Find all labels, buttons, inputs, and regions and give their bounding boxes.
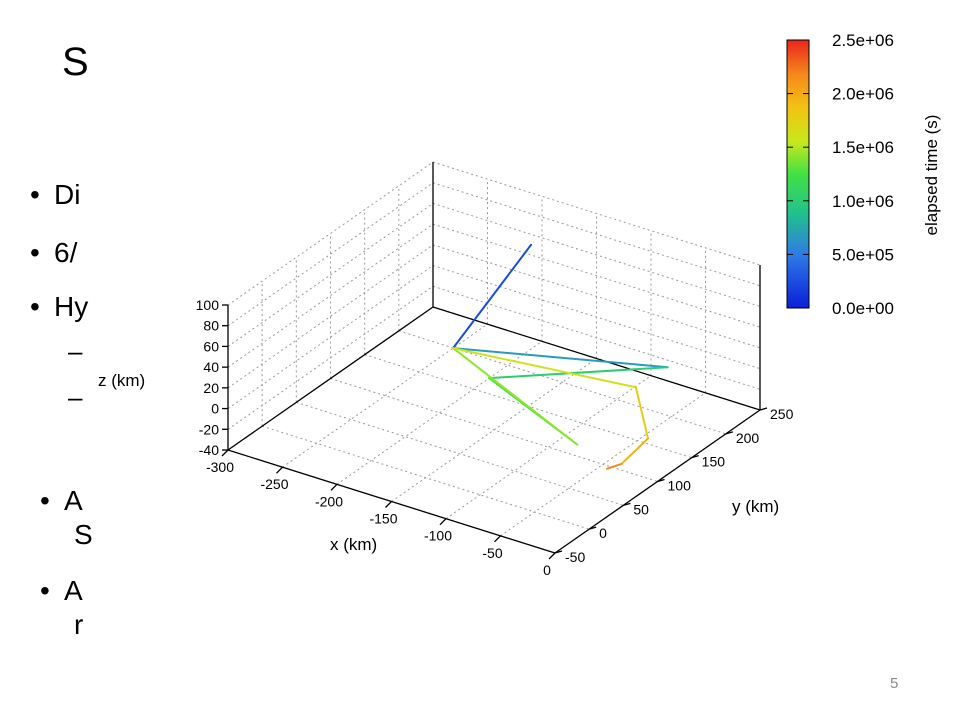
z-tick-label: 80 [203, 318, 219, 334]
bullet-dot-icon: • [30, 179, 40, 210]
y-tick-label: 200 [736, 430, 760, 446]
y-tick-label: -50 [565, 549, 585, 565]
back-wall-grid-line [227, 161, 434, 306]
bullet-text: Di [54, 179, 81, 210]
y-tick-mark [691, 455, 699, 459]
floor-grid-line [445, 375, 652, 520]
x-tick-mark [548, 552, 556, 560]
sub-bullet-dash: – [68, 336, 83, 366]
slide-number: 5 [890, 675, 899, 692]
slide-title: S [62, 40, 89, 84]
sub-bullet-dash: – [68, 382, 83, 412]
side-wall-grid-line [432, 161, 761, 266]
bullet-dot-icon: • [40, 485, 50, 516]
floor-edge-line [227, 306, 434, 451]
side-wall-grid-line [432, 244, 761, 349]
x-tick-label: -300 [206, 459, 234, 475]
back-wall-grid-line [227, 182, 434, 327]
floor-edge-line [432, 306, 761, 411]
x-axis-label: x (km) [330, 535, 377, 554]
back-wall-grid-line [227, 244, 434, 389]
y-tick-mark [623, 502, 631, 506]
colorbar-tick-label: 1.0e+06 [832, 192, 894, 211]
trajectory-segment [606, 462, 623, 470]
y-tick-label: 50 [633, 501, 649, 517]
plot-area: -300-250-200-150-100-500-500501001502002… [196, 161, 794, 578]
z-axis-label: z (km) [98, 371, 145, 390]
bullet-dot-icon: • [30, 237, 40, 268]
trajectory-segment [452, 347, 579, 446]
bullet-item: • Hy [30, 290, 88, 324]
x-tick-label: 0 [543, 562, 551, 578]
y-tick-label: 0 [599, 525, 607, 541]
x-tick-mark [494, 535, 501, 543]
floor-grid-line [330, 378, 658, 482]
back-wall-grid-line [227, 223, 434, 368]
y-axis-label: y (km) [732, 497, 779, 516]
bullet-text: 6/ [54, 237, 78, 268]
trajectory-segment [452, 347, 669, 369]
colorbar-label: elapsed time (s) [922, 115, 941, 236]
bullet-item: • 6/ [30, 236, 77, 270]
floor-grid-line [336, 340, 543, 485]
trajectory-segment [488, 366, 669, 380]
side-wall-grid-line [432, 202, 761, 307]
bullet-dot-icon: • [30, 291, 40, 322]
trajectory-segment [452, 243, 533, 350]
floor-grid-line [262, 425, 590, 530]
bullet-item: • A r [40, 574, 83, 642]
x-tick-mark [439, 518, 447, 526]
trajectory-segment [634, 386, 650, 440]
colorbar-tick-label: 1.5e+06 [832, 138, 894, 157]
bullet-text: A [64, 485, 83, 516]
bullet-item: • Di [30, 178, 80, 212]
x-tick-label: -100 [424, 528, 452, 544]
z-tick-label: -20 [199, 421, 219, 437]
y-tick-mark [657, 478, 665, 483]
z-tick-label: 0 [211, 401, 219, 417]
x-tick-label: -50 [482, 545, 502, 561]
x-tick-mark [385, 501, 392, 508]
y-tick-label: 250 [770, 406, 794, 422]
bullet-text: A [64, 575, 83, 606]
y-tick-label: 150 [702, 454, 726, 470]
colorbar-tick-label: 0.0e+00 [832, 299, 894, 318]
x-tick-label: -250 [260, 476, 288, 492]
z-tick-label: 40 [203, 359, 219, 375]
bullet-item: • A S [40, 484, 93, 552]
x-tick-label: -200 [315, 493, 343, 509]
z-tick-label: -40 [199, 442, 219, 458]
bullet-text-line2: r [74, 609, 84, 640]
colorbar: elapsed time (s) 0.0e+00 5.0e+05 1.0e+06 1.… [786, 31, 941, 318]
y-tick-label: 100 [668, 478, 692, 494]
back-wall-grid-line [227, 203, 434, 347]
x-tick-mark [221, 449, 229, 457]
y-tick-mark [554, 550, 563, 554]
z-tick-label: 20 [203, 380, 219, 396]
y-tick-mark [759, 407, 768, 411]
colorbar-tick-label: 5.0e+05 [832, 245, 894, 264]
floor-grid-line [296, 401, 624, 506]
colorbar-tick-label: 2.5e+06 [832, 31, 894, 50]
floor-grid-line [398, 330, 726, 435]
bullet-text: Hy [54, 291, 89, 322]
x-tick-mark [276, 466, 283, 474]
bullet-dot-icon: • [40, 575, 50, 606]
side-wall-grid-line [432, 223, 761, 328]
side-wall-grid-line [432, 182, 761, 287]
colorbar-tick-label: 2.0e+06 [832, 85, 894, 104]
y-tick-mark [588, 526, 597, 530]
z-tick-label: 60 [203, 338, 219, 354]
z-tick-label: 100 [196, 297, 220, 313]
bullet-text-line2: S [74, 519, 93, 550]
x-tick-label: -150 [369, 511, 397, 527]
y-tick-mark [725, 431, 734, 435]
x-tick-mark [330, 483, 338, 491]
floor-grid-line [282, 323, 488, 468]
trajectory-segment [452, 347, 637, 389]
trajectory-segment [620, 437, 650, 465]
colorbar-gradient [786, 39, 810, 309]
